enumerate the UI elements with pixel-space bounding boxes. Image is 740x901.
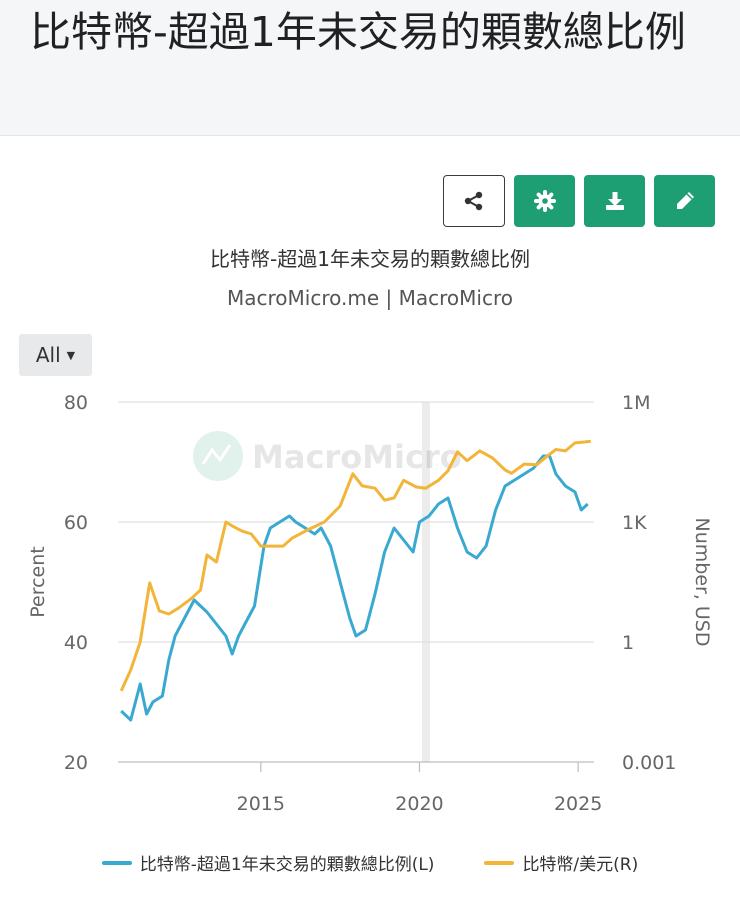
download-button[interactable]	[584, 175, 645, 227]
time-marker	[422, 402, 430, 762]
pencil-icon	[676, 192, 694, 209]
legend-label-left: 比特幣-超過1年未交易的顆數總比例(L)	[139, 855, 435, 875]
share-icon	[464, 191, 483, 211]
series-line-right	[119, 439, 591, 692]
legend-swatch-left	[101, 860, 132, 865]
download-icon	[605, 192, 624, 210]
x-tick-2025: 2025	[554, 793, 602, 815]
y-right-tick-1M: 1M	[622, 392, 650, 414]
chart-grid	[118, 401, 594, 763]
y-right-tick-1K: 1K	[622, 512, 647, 534]
gear-icon	[533, 190, 556, 212]
chart-subtitle: MacroMicro.me | MacroMicro	[227, 286, 513, 310]
y-right-tick-0.001: 0.001	[622, 752, 676, 774]
x-tick-2015: 2015	[237, 793, 285, 815]
chart-title: 比特幣-超過1年未交易的顆數總比例	[210, 247, 530, 271]
y-right-axis-label: Number, USD	[691, 517, 713, 646]
share-button[interactable]	[443, 175, 505, 227]
series-layer	[119, 439, 591, 722]
caret-down-icon: ▼	[66, 348, 76, 362]
y-right-tick-1: 1	[622, 632, 634, 654]
y-left-tick-40: 40	[64, 632, 88, 654]
legend-label-right: 比特幣/美元(R)	[522, 855, 639, 875]
page-title: 比特幣-超過1年未交易的顆數總比例	[30, 8, 686, 56]
series-line-left	[120, 454, 589, 722]
legend-item-left-series[interactable]: 比特幣-超過1年未交易的顆數總比例(L)	[101, 850, 435, 875]
chart-area: MacroMicro 20 40 60 80 0.001 1 1K 1M 2015 2020 202…	[27, 392, 713, 815]
range-selector[interactable]: All ▼	[19, 334, 92, 376]
page-header: 比特幣-超過1年未交易的顆數總比例	[0, 0, 740, 136]
edit-button[interactable]	[654, 175, 715, 227]
watermark-text: MacroMicro	[252, 438, 462, 476]
y-left-tick-60: 60	[64, 512, 88, 534]
legend-item-right-series[interactable]: 比特幣/美元(R)	[484, 850, 638, 875]
y-left-tick-80: 80	[64, 392, 88, 414]
settings-button[interactable]	[514, 175, 575, 227]
watermark: MacroMicro	[193, 431, 462, 481]
y-left-tick-20: 20	[64, 752, 88, 774]
y-left-axis-label: Percent	[27, 546, 49, 618]
x-tick-2020: 2020	[395, 793, 443, 815]
range-selector-label: All	[35, 343, 61, 367]
chart-toolbar	[443, 175, 715, 227]
watermark-logo-icon	[193, 431, 243, 481]
chart-legend: 比特幣-超過1年未交易的顆數總比例(L) 比特幣/美元(R)	[0, 850, 740, 875]
chart-axes: 20 40 60 80 0.001 1 1K 1M 2015 2020 2025 Percent Num…	[27, 392, 713, 815]
legend-swatch-right	[484, 860, 515, 865]
